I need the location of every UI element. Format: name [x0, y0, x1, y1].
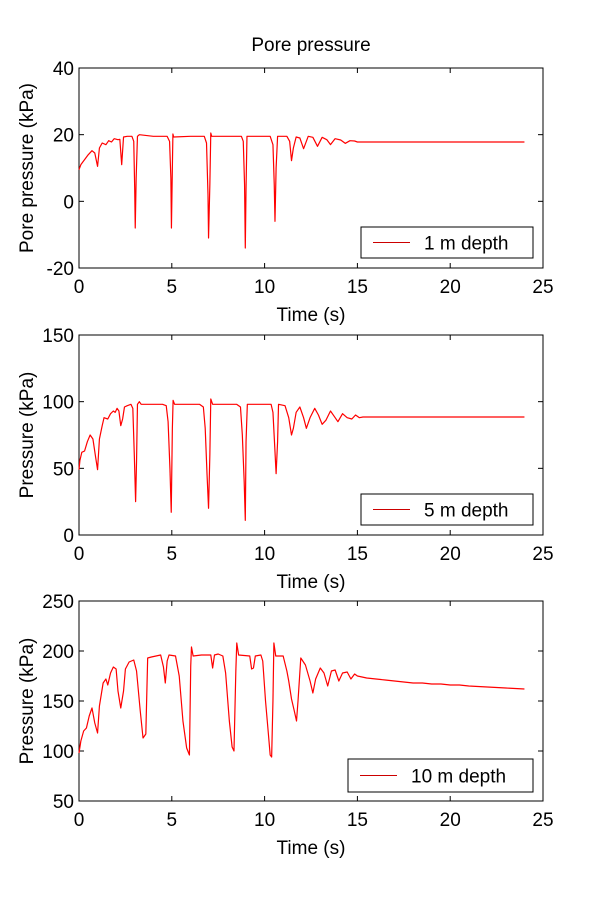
- y-tick-label: 200: [42, 642, 74, 663]
- x-tick-label: 0: [74, 277, 85, 298]
- y-tick-label: 150: [42, 326, 74, 347]
- x-tick-label: 10: [254, 810, 275, 831]
- x-tick-label: 25: [532, 544, 553, 565]
- legend: 1 m depth: [360, 226, 534, 259]
- y-tick-label: 150: [42, 692, 74, 713]
- legend-label: 5 m depth: [424, 501, 509, 522]
- legend-label: 1 m depth: [424, 234, 509, 255]
- x-tick-label: 25: [532, 810, 553, 831]
- x-tick-label: 25: [532, 277, 553, 298]
- figure-title: Pore pressure: [251, 35, 370, 56]
- x-tick-label: 0: [74, 810, 85, 831]
- x-tick-label: 20: [440, 544, 461, 565]
- y-tick-label: 100: [42, 393, 74, 414]
- x-axis-label: Time (s): [277, 305, 346, 326]
- legend: 10 m depth: [347, 758, 534, 793]
- x-tick-label: 20: [440, 810, 461, 831]
- subplot-3: 0 5 10 15 20 25 50 100 150 200 250 Time (s) Pressure…: [17, 592, 554, 859]
- x-tick-label: 5: [167, 810, 178, 831]
- series-line-5-m-depth: [78, 398, 525, 521]
- y-tick-label: -20: [47, 259, 74, 280]
- y-axis-label: Pressure (kPa): [17, 638, 38, 765]
- legend: 5 m depth: [360, 493, 534, 526]
- x-tick-label: 15: [347, 544, 368, 565]
- x-tick-label: 15: [347, 810, 368, 831]
- x-axis-label: Time (s): [277, 572, 346, 593]
- x-tick-label: 5: [167, 544, 178, 565]
- x-axis-label: Time (s): [277, 838, 346, 859]
- x-tick-label: 20: [440, 277, 461, 298]
- x-tick-label: 0: [74, 544, 85, 565]
- y-tick-label: 0: [63, 526, 74, 547]
- series-line-1-m-depth: [78, 132, 525, 249]
- y-tick-label: 50: [53, 459, 74, 480]
- y-tick-label: 20: [53, 126, 74, 147]
- y-tick-label: 40: [53, 59, 74, 80]
- series-line-10-m-depth: [78, 642, 525, 758]
- x-tick-label: 5: [167, 277, 178, 298]
- x-tick-label: 10: [254, 544, 275, 565]
- y-tick-label: 50: [53, 792, 74, 813]
- x-tick-label: 15: [347, 277, 368, 298]
- y-tick-label: 100: [42, 742, 74, 763]
- y-tick-label: 250: [42, 592, 74, 613]
- legend-label: 10 m depth: [411, 767, 506, 788]
- y-axis-label: Pressure (kPa): [17, 372, 38, 499]
- y-axis-label: Pore pressure (kPa): [17, 83, 38, 253]
- y-tick-label: 0: [63, 192, 74, 213]
- x-tick-label: 10: [254, 277, 275, 298]
- subplot-2: 0 5 10 15 20 25 0 50 100 150 Time (s) Pressure (kPa…: [17, 326, 554, 593]
